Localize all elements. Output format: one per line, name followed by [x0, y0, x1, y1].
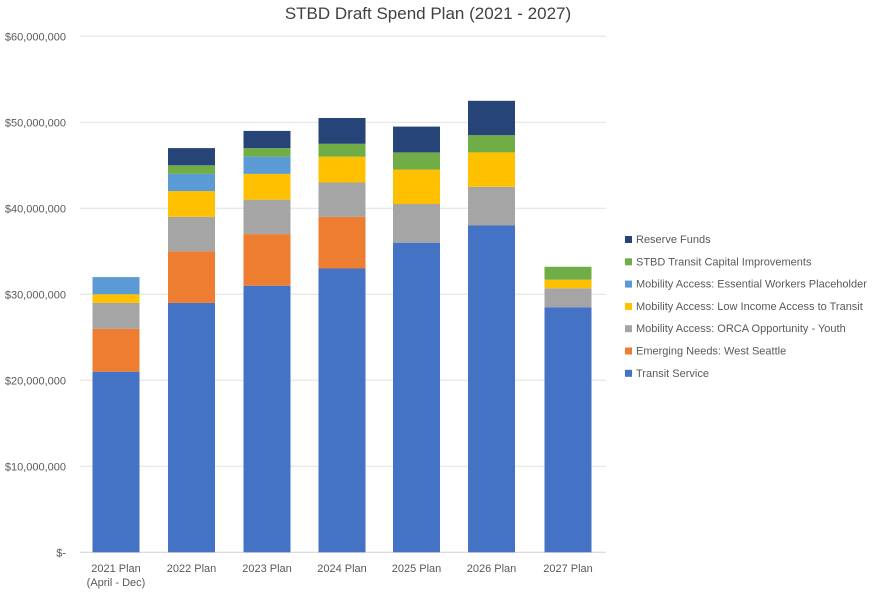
bar-segment: [544, 307, 592, 553]
bar-segment: [468, 225, 515, 553]
legend-swatch: [625, 236, 632, 243]
bar-segment: [393, 152, 440, 170]
legend-item: Mobility Access: ORCA Opportunity - Yout…: [625, 323, 846, 335]
bar-segment: [243, 148, 291, 157]
y-tick-label: $30,000,000: [5, 289, 66, 301]
legend-swatch: [625, 280, 632, 288]
x-tick-label: 2023 Plan: [242, 563, 292, 575]
bar-segment: [393, 204, 440, 243]
bar-segment: [544, 279, 592, 289]
bar-segment: [393, 126, 440, 153]
bar-segment: [243, 285, 291, 553]
y-tick-label: $40,000,000: [5, 203, 66, 215]
bar-segment: [468, 186, 515, 226]
legend-swatch: [625, 347, 632, 355]
legend-swatch: [625, 369, 632, 377]
bar-segment: [168, 251, 215, 303]
x-tick-label: 2027 Plan: [543, 563, 593, 575]
legend-label: Transit Service: [636, 368, 709, 380]
y-tick-label: $50,000,000: [5, 117, 66, 129]
x-tick-label: (April - Dec): [87, 577, 146, 589]
x-tick-label: 2024 Plan: [317, 563, 367, 575]
legend-label: STBD Transit Capital Improvements: [636, 256, 812, 268]
legend-swatch: [625, 325, 632, 333]
y-tick-label: $10,000,000: [5, 461, 66, 473]
bar-segment: [468, 135, 515, 153]
bar-segment: [468, 100, 515, 136]
legend-label: Emerging Needs: West Seattle: [636, 346, 786, 358]
bar-segment: [318, 268, 366, 553]
bar-segment: [468, 152, 515, 187]
x-tick-label: 2022 Plan: [167, 563, 217, 575]
legend-swatch: [625, 258, 632, 266]
x-tick-label: 2025 Plan: [392, 563, 442, 575]
bar-segment: [318, 156, 366, 183]
legend-item: Mobility Access: Low Income Access to Tr…: [625, 301, 863, 313]
legend-item: Reserve Funds: [625, 234, 711, 246]
y-tick-label: $20,000,000: [5, 375, 66, 387]
bar-segment: [168, 173, 215, 192]
x-tick-label: 2021 Plan: [91, 563, 141, 575]
legend-swatch: [625, 302, 632, 310]
legend-label: Mobility Access: ORCA Opportunity - Yout…: [636, 323, 846, 335]
bar-segment: [168, 191, 215, 217]
bar-segment: [243, 199, 291, 235]
bar-segment: [168, 148, 215, 166]
legend-item: Transit Service: [625, 368, 709, 380]
bar-segment: [318, 216, 366, 269]
bar-segment: [544, 288, 592, 308]
bar-segment: [92, 371, 140, 553]
bar-segment: [92, 277, 140, 295]
bar-segment: [92, 302, 140, 329]
legend-item: Emerging Needs: West Seattle: [625, 346, 786, 358]
bar-segment: [92, 328, 140, 372]
bar-segment: [243, 234, 291, 286]
x-tick-label: 2026 Plan: [467, 563, 517, 575]
legend-item: Mobility Access: Essential Workers Place…: [625, 279, 867, 291]
bar-segment: [318, 118, 366, 144]
bar-segment: [92, 294, 140, 303]
bar-segment: [168, 165, 215, 174]
bar-segment: [544, 266, 592, 280]
y-tick-label: $60,000,000: [5, 31, 66, 43]
bar-segment: [168, 216, 215, 252]
bar-segment: [318, 182, 366, 217]
bar-segment: [393, 242, 440, 553]
y-tick-label: $-: [56, 547, 66, 559]
bar-segment: [168, 302, 215, 553]
bar-segment: [243, 173, 291, 200]
legend-label: Mobility Access: Low Income Access to Tr…: [636, 301, 863, 313]
bar-segment: [243, 156, 291, 174]
chart-title: STBD Draft Spend Plan (2021 - 2027): [285, 4, 571, 23]
bar-segment: [393, 169, 440, 204]
bar-segment: [243, 130, 291, 149]
legend-item: STBD Transit Capital Improvements: [625, 256, 812, 268]
legend-label: Reserve Funds: [636, 234, 711, 246]
bar-segment: [318, 143, 366, 157]
legend-label: Mobility Access: Essential Workers Place…: [636, 279, 867, 291]
